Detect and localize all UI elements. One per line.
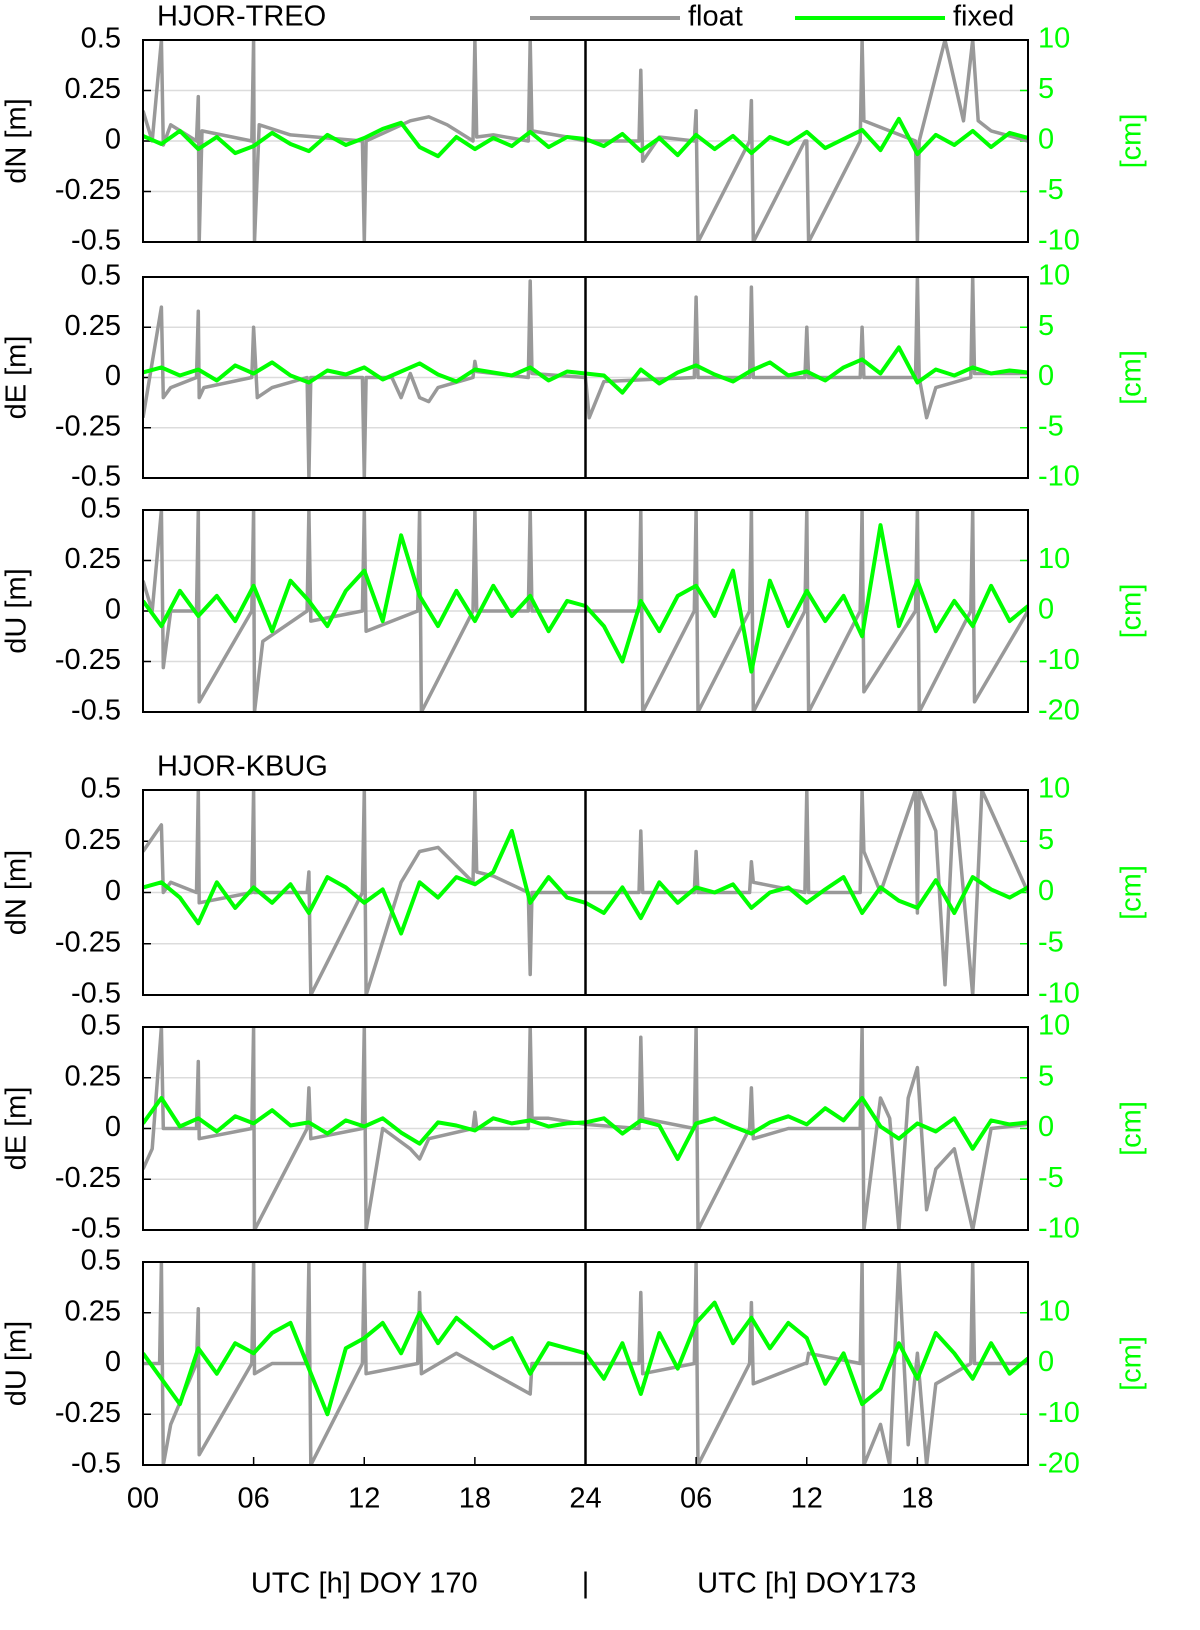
plot-frame [142,39,1029,243]
y2-tick-label: 10 [1038,773,1070,805]
y2-tick-label: 10 [1038,543,1070,575]
y-tick-label: 0.5 [81,1245,121,1277]
y-axis-label: dU [m] [1,1321,33,1406]
x-tick-label: 06 [680,1483,712,1515]
y2-tick-label: 0 [1038,1111,1054,1143]
y-tick-label: 0.5 [81,493,121,525]
y2-tick-label: 5 [1038,824,1054,856]
y2-tick-label: -5 [1038,1162,1064,1194]
series-line [143,510,1028,712]
y2-axis-label: [cm] [1116,350,1148,405]
x-tick-label: 06 [237,1483,269,1515]
y-tick-label: 0 [105,875,121,907]
y2-tick-label: -20 [1038,695,1080,727]
plot-frame [142,789,1029,996]
y2-tick-label: -5 [1038,926,1064,958]
y-tick-label: 0 [105,1346,121,1378]
y2-axis-label: [cm] [1116,584,1148,639]
legend-label: fixed [953,1,1014,33]
y2-axis-label: [cm] [1116,1336,1148,1391]
y-tick-label: -0.5 [71,695,121,727]
x-axis-label: | [582,1568,590,1600]
x-tick-label: 12 [791,1483,823,1515]
y2-tick-label: -5 [1038,410,1064,442]
legend-label: float [688,1,743,33]
y-tick-label: 0.25 [65,1060,121,1092]
y-tick-label: -0.25 [55,644,121,676]
y-tick-label: 0.25 [65,310,121,342]
y-tick-label: 0.25 [65,73,121,105]
y-tick-label: 0 [105,1111,121,1143]
y2-tick-label: 5 [1038,310,1054,342]
y2-axis-label: [cm] [1116,114,1148,169]
y-tick-label: 0.5 [81,773,121,805]
y2-axis-label: [cm] [1116,865,1148,920]
y2-tick-label: 5 [1038,73,1054,105]
series-line [143,40,1028,242]
y2-tick-label: -20 [1038,1448,1080,1480]
y2-tick-label: 10 [1038,1295,1070,1327]
x-tick-label: 24 [569,1483,601,1515]
y-axis-label: dU [m] [1,568,33,653]
y-tick-label: -0.25 [55,1397,121,1429]
y-tick-label: -0.25 [55,1162,121,1194]
y2-tick-label: 0 [1038,594,1054,626]
y2-tick-label: 0 [1038,1346,1054,1378]
y2-tick-label: -10 [1038,644,1080,676]
x-tick-label: 18 [459,1483,491,1515]
y2-tick-label: 10 [1038,23,1070,55]
plot-frame [142,276,1029,479]
y2-tick-label: -5 [1038,174,1064,206]
y-tick-label: -0.5 [71,225,121,257]
y-tick-label: 0.25 [65,1295,121,1327]
y-tick-label: -0.5 [71,978,121,1010]
y-axis-label: dN [m] [1,850,33,935]
x-tick-label: 18 [901,1483,933,1515]
y-tick-label: -0.5 [71,1213,121,1245]
y2-tick-label: 10 [1038,1010,1070,1042]
series-line [143,1027,1028,1230]
y2-tick-label: -10 [1038,978,1080,1010]
y-tick-label: -0.25 [55,926,121,958]
y-tick-label: 0 [105,124,121,156]
x-axis-label: UTC [h] DOY173 [697,1568,916,1600]
y-tick-label: 0.25 [65,543,121,575]
y-tick-label: 0.5 [81,260,121,292]
y-axis-label: dE [m] [1,336,33,420]
y2-tick-label: -10 [1038,1397,1080,1429]
y2-tick-label: 10 [1038,260,1070,292]
y2-tick-label: -10 [1038,1213,1080,1245]
x-axis-label: UTC [h] DOY 170 [251,1568,478,1600]
plot-frame [142,1026,1029,1231]
y2-tick-label: -10 [1038,461,1080,493]
y2-tick-label: 5 [1038,1060,1054,1092]
y2-axis-label: [cm] [1116,1101,1148,1156]
y2-tick-label: 0 [1038,875,1054,907]
y-tick-label: 0 [105,360,121,392]
x-tick-label: 12 [348,1483,380,1515]
y-tick-label: -0.25 [55,410,121,442]
y2-tick-label: 0 [1038,360,1054,392]
plot-frame [142,509,1029,713]
y-tick-label: -0.5 [71,461,121,493]
y2-tick-label: -10 [1038,225,1080,257]
panel-title: HJOR-KBUG [157,751,328,783]
y-axis-label: dE [m] [1,1087,33,1171]
panel-title: HJOR-TREO [157,1,326,33]
y-tick-label: 0.5 [81,23,121,55]
y-tick-label: -0.5 [71,1448,121,1480]
y-axis-label: dN [m] [1,98,33,183]
x-tick-label: 00 [127,1483,159,1515]
y-tick-label: 0.25 [65,824,121,856]
y-tick-label: 0 [105,594,121,626]
y-tick-label: -0.25 [55,174,121,206]
y-tick-label: 0.5 [81,1010,121,1042]
y2-tick-label: 0 [1038,124,1054,156]
